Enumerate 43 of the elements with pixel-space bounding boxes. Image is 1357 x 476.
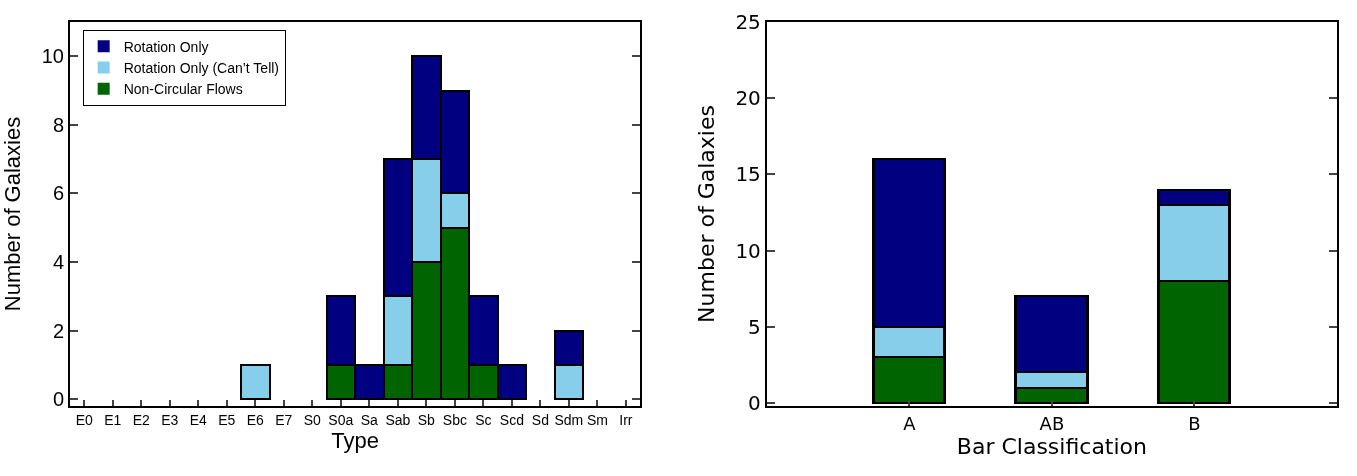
legend-label: Non-Circular Flows: [123, 81, 243, 98]
x-tick-label: Sd: [531, 411, 549, 428]
x-tick-label: Sm: [586, 411, 608, 428]
x-tick-label: E6: [246, 411, 265, 428]
x-tick-label: AB: [1039, 412, 1065, 434]
x-tick-label: Irr: [619, 411, 633, 428]
x-tick-label: E0: [75, 411, 94, 428]
x-tick-label: E5: [218, 411, 236, 428]
y-tick-label: 0: [748, 390, 761, 415]
x-tick-label: E3: [161, 411, 179, 428]
y-tick-label: 25: [735, 10, 761, 34]
x-tick-label: E1: [104, 411, 122, 428]
x-tick-label: S0a: [328, 411, 354, 428]
x-tick-label: B: [1188, 412, 1201, 434]
x-tick-label: Sab: [385, 411, 411, 428]
y-tick-label: 6: [52, 182, 64, 205]
legend-label: Rotation Only (Can’t Tell): [123, 59, 280, 76]
y-tick-label: 10: [41, 45, 64, 68]
y-tick-label: 4: [52, 251, 64, 273]
x-tick-label: Sdm: [554, 411, 584, 428]
y-axis-title: Number of Galaxies: [693, 105, 719, 323]
y-tick-label: 10: [735, 238, 761, 263]
x-axis-title: Type: [331, 427, 379, 453]
legend-label: Rotation Only: [123, 38, 209, 55]
x-axis-title: Bar Classification: [956, 433, 1148, 459]
x-tick-label: E2: [132, 411, 151, 428]
y-tick-label: 15: [735, 162, 761, 187]
x-tick-label: S0: [303, 411, 322, 428]
x-tick-label: E4: [189, 411, 208, 428]
y-axis-title: Number of Galaxies: [0, 116, 26, 312]
y-tick-label: 2: [52, 319, 64, 342]
y-tick-label: 8: [52, 113, 64, 136]
x-tick-label: Sa: [360, 411, 379, 428]
x-tick-label: Sbc: [442, 411, 467, 428]
x-tick-label: Sc: [475, 411, 492, 428]
y-tick-label: 5: [748, 314, 761, 339]
bar: [239, 363, 271, 400]
y-tick-label: 20: [735, 86, 761, 111]
x-tick-label: Scd: [499, 411, 524, 428]
x-tick-label: A: [903, 412, 917, 434]
x-tick-label: E7: [275, 411, 293, 428]
y-tick-label: 0: [52, 388, 64, 411]
x-tick-label: Sb: [417, 411, 436, 428]
